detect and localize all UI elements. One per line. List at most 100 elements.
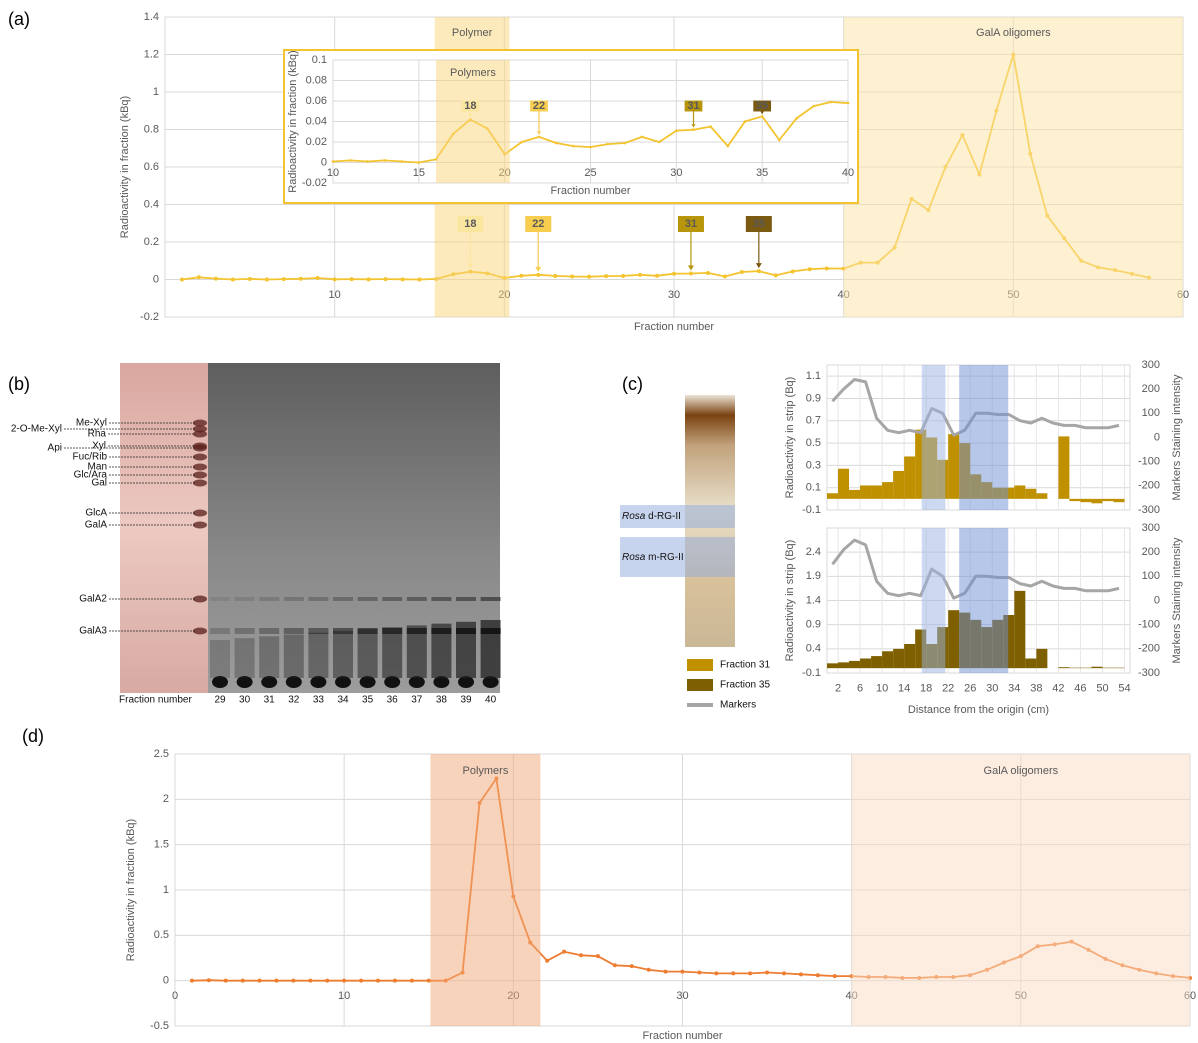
marker-label: GalA2 — [79, 594, 107, 605]
y-tick-label: 2.5 — [154, 748, 169, 760]
y-axis-label: Radioactivity in strip (Bq) — [784, 540, 796, 662]
y2-tick-label: -100 — [1138, 619, 1160, 631]
point — [315, 276, 320, 280]
inset-frame — [283, 49, 859, 204]
y-tick-label: 1.2 — [144, 48, 159, 60]
point — [815, 973, 820, 978]
point — [697, 970, 702, 975]
bar — [1036, 493, 1048, 499]
point — [274, 978, 279, 983]
x-tick-label: 10 — [329, 289, 341, 301]
band-label: Rosa m-RG-II — [622, 552, 684, 563]
annotation-label: 22 — [533, 100, 545, 112]
point — [409, 978, 414, 983]
y-tick-label: 2.4 — [806, 546, 821, 558]
y-axis-label: Radioactivity in fraction (kBq) — [287, 50, 299, 192]
origin-spot — [335, 676, 351, 688]
point — [621, 273, 626, 278]
point — [604, 274, 609, 279]
origin-spot — [384, 676, 401, 688]
smear — [234, 638, 255, 678]
annotation-box — [530, 100, 548, 112]
annotation-box — [745, 216, 772, 232]
y-tick-label: 0.5 — [154, 929, 169, 941]
point — [417, 277, 422, 282]
point — [773, 273, 778, 278]
y2-tick-label: 100 — [1142, 407, 1160, 419]
lane-label: 36 — [387, 695, 399, 706]
region — [851, 754, 1190, 1026]
y-tick-label: 0.4 — [144, 198, 159, 210]
point — [325, 978, 330, 983]
arrow-head — [691, 124, 696, 128]
arrow-head — [468, 113, 473, 118]
bar — [1102, 498, 1114, 502]
bar — [1025, 658, 1037, 669]
point — [206, 978, 211, 983]
bar — [904, 456, 916, 499]
y2-tick-label: -300 — [1138, 504, 1160, 516]
band-label-text: d-RG-II — [648, 511, 681, 522]
lane-label: 32 — [288, 695, 300, 706]
point — [400, 160, 403, 163]
point — [281, 277, 286, 282]
region-label: Polymer — [452, 27, 493, 39]
arrow-head — [535, 266, 542, 272]
point — [537, 135, 541, 139]
y-tick-label: 1.1 — [806, 370, 821, 382]
bar — [1091, 666, 1103, 669]
point — [832, 974, 837, 979]
bar — [849, 660, 861, 669]
x-tick-label: 18 — [920, 682, 932, 694]
band — [456, 628, 476, 634]
point — [247, 276, 252, 281]
point — [189, 978, 194, 983]
annotation-box — [753, 100, 772, 112]
origin-spot — [482, 676, 499, 688]
marker-label: GalA — [85, 520, 108, 531]
lane-label: 29 — [214, 695, 226, 706]
standard-spot — [193, 419, 207, 427]
point — [726, 144, 730, 148]
x-tick-label: 15 — [413, 167, 425, 179]
bar — [1113, 498, 1125, 503]
point — [359, 978, 364, 983]
y2-tick-label: 0 — [1154, 431, 1160, 443]
point — [298, 276, 303, 281]
x-tick-label: 25 — [584, 167, 596, 179]
y-tick-label: 0.02 — [306, 136, 327, 148]
point — [554, 141, 558, 145]
x-tick-label: 10 — [327, 167, 339, 179]
bar — [948, 434, 960, 499]
chart: -0.1 0.4 0.9 1.4 1.9 2.4 -300 -200 -100 0 100 200 30… — [784, 522, 1183, 716]
bar — [1003, 615, 1015, 669]
bar — [860, 658, 872, 669]
lane-label: 38 — [436, 695, 448, 706]
x-tick-label: 22 — [942, 682, 954, 694]
smear — [382, 627, 403, 678]
y2-tick-label: 300 — [1142, 522, 1160, 534]
smear — [283, 634, 304, 678]
y-tick-label: 1.9 — [806, 570, 821, 582]
chart: -0.1 0.1 0.3 0.5 0.7 0.9 1.1 -300 -200 -100 0 100 20… — [784, 359, 1183, 516]
x-tick-label: 0 — [172, 990, 178, 1002]
point — [688, 271, 693, 276]
marker-label: Fuc/Rib — [73, 452, 108, 463]
band — [333, 597, 353, 601]
band — [210, 628, 230, 634]
point — [332, 277, 337, 282]
region — [430, 754, 541, 1026]
y-tick-label: 0.06 — [306, 95, 327, 107]
point — [782, 971, 786, 976]
point — [376, 978, 380, 983]
legend-swatch — [687, 679, 713, 691]
point — [672, 271, 676, 276]
region-label: Polymers — [462, 765, 508, 777]
point — [790, 269, 795, 274]
bar — [838, 662, 850, 669]
x-axis-label: Fraction number — [642, 1030, 722, 1042]
bar — [1014, 485, 1026, 499]
point — [714, 971, 719, 976]
point — [230, 277, 235, 282]
point — [570, 274, 575, 279]
